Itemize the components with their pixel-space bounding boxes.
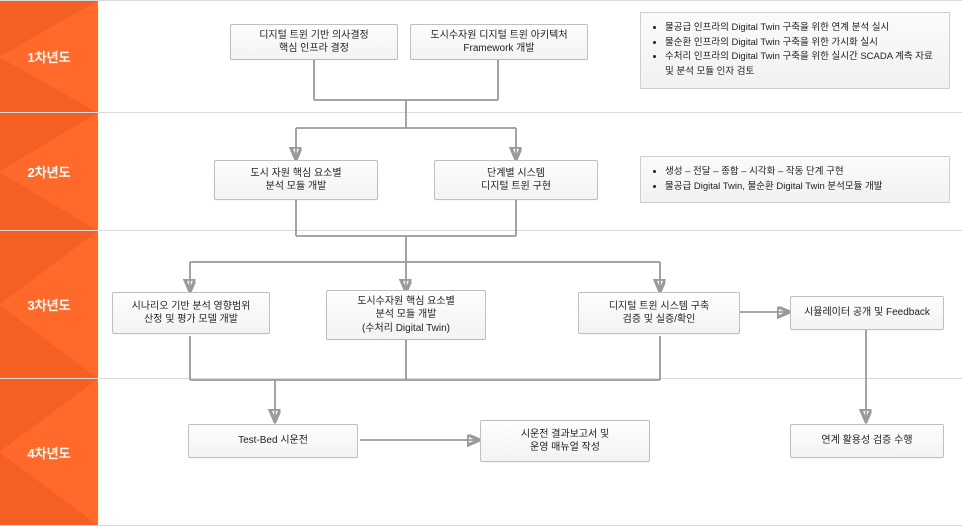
year-label-1-text: 1차년도 [27, 47, 70, 66]
box-y3-verify-l1: 디지털 트윈 시스템 구축 [609, 301, 709, 312]
box-y2-implement: 단계별 시스템디지털 트윈 구현 [434, 160, 598, 200]
box-y4-report: 시운전 결과보고서 및운영 매뉴얼 작성 [480, 420, 650, 462]
box-y1-framework-l1: 도시수자원 디지털 트윈 아키텍처 [430, 30, 567, 41]
box-y2-implement-l1: 단계별 시스템 [487, 168, 545, 179]
box-y3-verify-l2: 검증 및 실증/확인 [623, 314, 696, 325]
box-y3-scenario-l2: 산정 및 평가 모델 개발 [144, 314, 238, 325]
box-y2-implement-l2: 디지털 트윈 구현 [481, 181, 551, 192]
box-y1-decision-l2: 핵심 인프라 결정 [279, 43, 349, 54]
year-label-3-text: 3차년도 [27, 295, 70, 314]
year-label-2-text: 2차년도 [27, 162, 70, 181]
box-y1-framework-l2: Framework 개발 [463, 43, 534, 54]
box-y4-testbed-l1: Test-Bed 시운전 [238, 435, 308, 446]
box-y3-module: 도시수자원 핵심 요소별분석 모듈 개발 (수처리 Digital Twin) [326, 290, 486, 340]
box-y4-report-l1: 시운전 결과보고서 및 [521, 429, 609, 440]
box-y3-feedback-l1: 시뮬레이터 공개 및 Feedback [804, 307, 930, 318]
notes-y1-item: 물순환 인프라의 Digital Twin 구축을 위한 가시화 실시 [665, 36, 939, 51]
box-y1-decision: 디지털 트윈 기반 의사결정핵심 인프라 결정 [230, 24, 398, 60]
box-y4-testbed: Test-Bed 시운전 [188, 424, 358, 458]
box-y4-linkage: 연계 활용성 검증 수행 [790, 424, 944, 458]
year-label-1: 1차년도 [0, 1, 98, 112]
box-y2-module: 도시 자원 핵심 요소별분석 모듈 개발 [214, 160, 378, 200]
notes-y2-item: 생성 – 전달 – 종합 – 시각화 – 작동 단계 구현 [665, 165, 939, 180]
notes-y2-item: 물공급 Digital Twin, 물순환 Digital Twin 분석모듈 … [665, 180, 939, 195]
year-label-4-text: 4차년도 [27, 443, 70, 462]
box-y3-module-l1: 도시수자원 핵심 요소별 [357, 296, 455, 307]
box-y3-module-l3: (수처리 Digital Twin) [362, 323, 450, 334]
box-y1-decision-l1: 디지털 트윈 기반 의사결정 [259, 30, 369, 41]
box-y3-module-l2: 분석 모듈 개발 [376, 309, 437, 320]
box-y3-scenario-l1: 시나리오 기반 분석 영향범위 [132, 301, 251, 312]
box-y2-module-l1: 도시 자원 핵심 요소별 [250, 168, 341, 179]
box-y1-framework: 도시수자원 디지털 트윈 아키텍처 Framework 개발 [410, 24, 588, 60]
notes-y1: 물공급 인프라의 Digital Twin 구축을 위한 연계 분석 실시 물순… [640, 12, 950, 89]
notes-y1-item: 물공급 인프라의 Digital Twin 구축을 위한 연계 분석 실시 [665, 21, 939, 36]
notes-y1-item: 수처리 인프라의 Digital Twin 구축을 위한 실시간 SCADA 계… [665, 50, 939, 79]
box-y3-scenario: 시나리오 기반 분석 영향범위산정 및 평가 모델 개발 [112, 292, 270, 334]
box-y3-verify: 디지털 트윈 시스템 구축검증 및 실증/확인 [578, 292, 740, 334]
year-label-2: 2차년도 [0, 113, 98, 230]
year-label-4: 4차년도 [0, 379, 98, 525]
box-y3-feedback: 시뮬레이터 공개 및 Feedback [790, 296, 944, 330]
notes-y2: 생성 – 전달 – 종합 – 시각화 – 작동 단계 구현 물공급 Digita… [640, 156, 950, 203]
box-y4-report-l2: 운영 매뉴얼 작성 [530, 442, 600, 453]
box-y2-module-l2: 분석 모듈 개발 [266, 181, 327, 192]
year-label-3: 3차년도 [0, 231, 98, 378]
box-y4-linkage-l1: 연계 활용성 검증 수행 [821, 435, 912, 446]
